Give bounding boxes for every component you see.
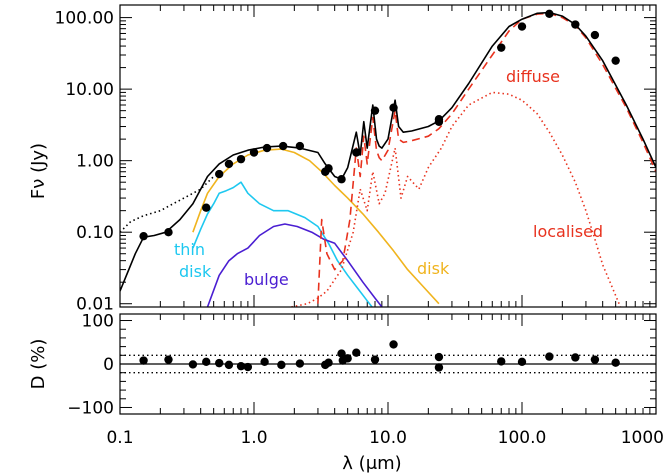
y-tick-label: 0.10 (76, 223, 114, 243)
observed-point (517, 22, 527, 31)
y-tick-label: −100 (67, 398, 114, 418)
y-axis-label-residual: D (%) (28, 339, 49, 390)
y-tick-label: 1.00 (76, 152, 114, 172)
residual-point (324, 358, 333, 367)
observed-point (571, 20, 580, 29)
disk-label: disk (417, 259, 450, 278)
observed-point (389, 103, 398, 112)
observed-point (590, 30, 600, 40)
observed-point (215, 169, 224, 179)
observed-point (611, 56, 620, 65)
x-tick-label: 1.0 (240, 428, 267, 448)
residual-plot-frame (119, 313, 657, 415)
observed-point (370, 106, 380, 115)
residual-panel: −100 0 100 0.1 1.0 10.0 100.0 1000 D (%) λ (μm… (28, 312, 664, 474)
top-y-ticks: 0.01 0.10 1.00 10.00 100.00 (55, 9, 656, 315)
residual-point (164, 355, 173, 364)
observed-point (139, 231, 148, 241)
series-total-model (120, 11, 656, 292)
x-axis-label: λ (μm) (342, 453, 401, 474)
residual-point (352, 348, 361, 357)
observed-point (352, 148, 361, 157)
series-disk (192, 148, 440, 305)
y-tick-label: 100.00 (55, 9, 114, 29)
bulge-label: bulge (244, 270, 289, 289)
observed-point (295, 141, 305, 151)
observed-point (278, 141, 288, 151)
localised-label: localised (533, 222, 603, 241)
residual-point (260, 357, 269, 367)
residual-point (224, 360, 234, 370)
residual-point (295, 359, 305, 368)
series-diffuse (317, 12, 656, 304)
x-tick-label: 10.0 (369, 428, 407, 448)
y-tick-label: 0.01 (76, 295, 114, 315)
diffuse-label: diffuse (506, 67, 560, 86)
residual-point (202, 357, 211, 367)
residual-point (215, 358, 224, 368)
thin-disk-label-line2: disk (179, 262, 212, 281)
x-tick-label: 1000 (621, 428, 664, 448)
y-tick-label: 0 (103, 355, 114, 375)
x-tick-label: 0.1 (106, 428, 133, 448)
observed-point (202, 203, 211, 212)
observed-point (164, 227, 173, 237)
observed-point (324, 164, 333, 173)
residual-point (434, 352, 444, 362)
model-curves (120, 11, 656, 307)
residual-point (590, 355, 600, 364)
residual-point (389, 340, 398, 349)
x-tick-label: 100.0 (498, 428, 547, 448)
residual-point (517, 357, 527, 367)
residual-point (571, 353, 580, 362)
series-localised (291, 91, 622, 307)
observed-point (337, 175, 346, 184)
residual-points (139, 340, 620, 372)
series-thin-disk (192, 181, 374, 307)
residual-point (343, 354, 352, 363)
residual-point (434, 363, 444, 372)
residual-point (236, 361, 246, 371)
series-dotted-total (120, 175, 215, 233)
observed-point (224, 159, 234, 169)
residual-point (611, 358, 620, 367)
residual-point (243, 362, 253, 372)
bottom-y-ticks: −100 0 100 (67, 312, 656, 418)
residual-point (545, 352, 554, 361)
series-bulge (206, 223, 383, 307)
observed-point (249, 148, 259, 157)
y-tick-label: 100 (82, 312, 114, 332)
observed-points (139, 9, 620, 241)
observed-point (497, 43, 506, 52)
y-tick-label: 10.00 (65, 80, 114, 100)
residual-point (497, 357, 506, 366)
observed-point (545, 9, 554, 18)
y-axis-label-flux: Fν (Jy) (28, 143, 49, 199)
observed-point (434, 114, 444, 124)
bottom-x-ticks: 0.1 1.0 10.0 100.0 1000 (106, 314, 664, 448)
sed-plot-frame (119, 4, 657, 308)
residual-point (337, 349, 346, 358)
residual-point (188, 360, 198, 369)
residual-point (370, 355, 380, 364)
observed-point (262, 143, 272, 153)
residual-point (277, 360, 286, 370)
residual-point (139, 356, 148, 365)
observed-point (236, 154, 246, 164)
thin-disk-label-line1: thin (174, 240, 205, 259)
